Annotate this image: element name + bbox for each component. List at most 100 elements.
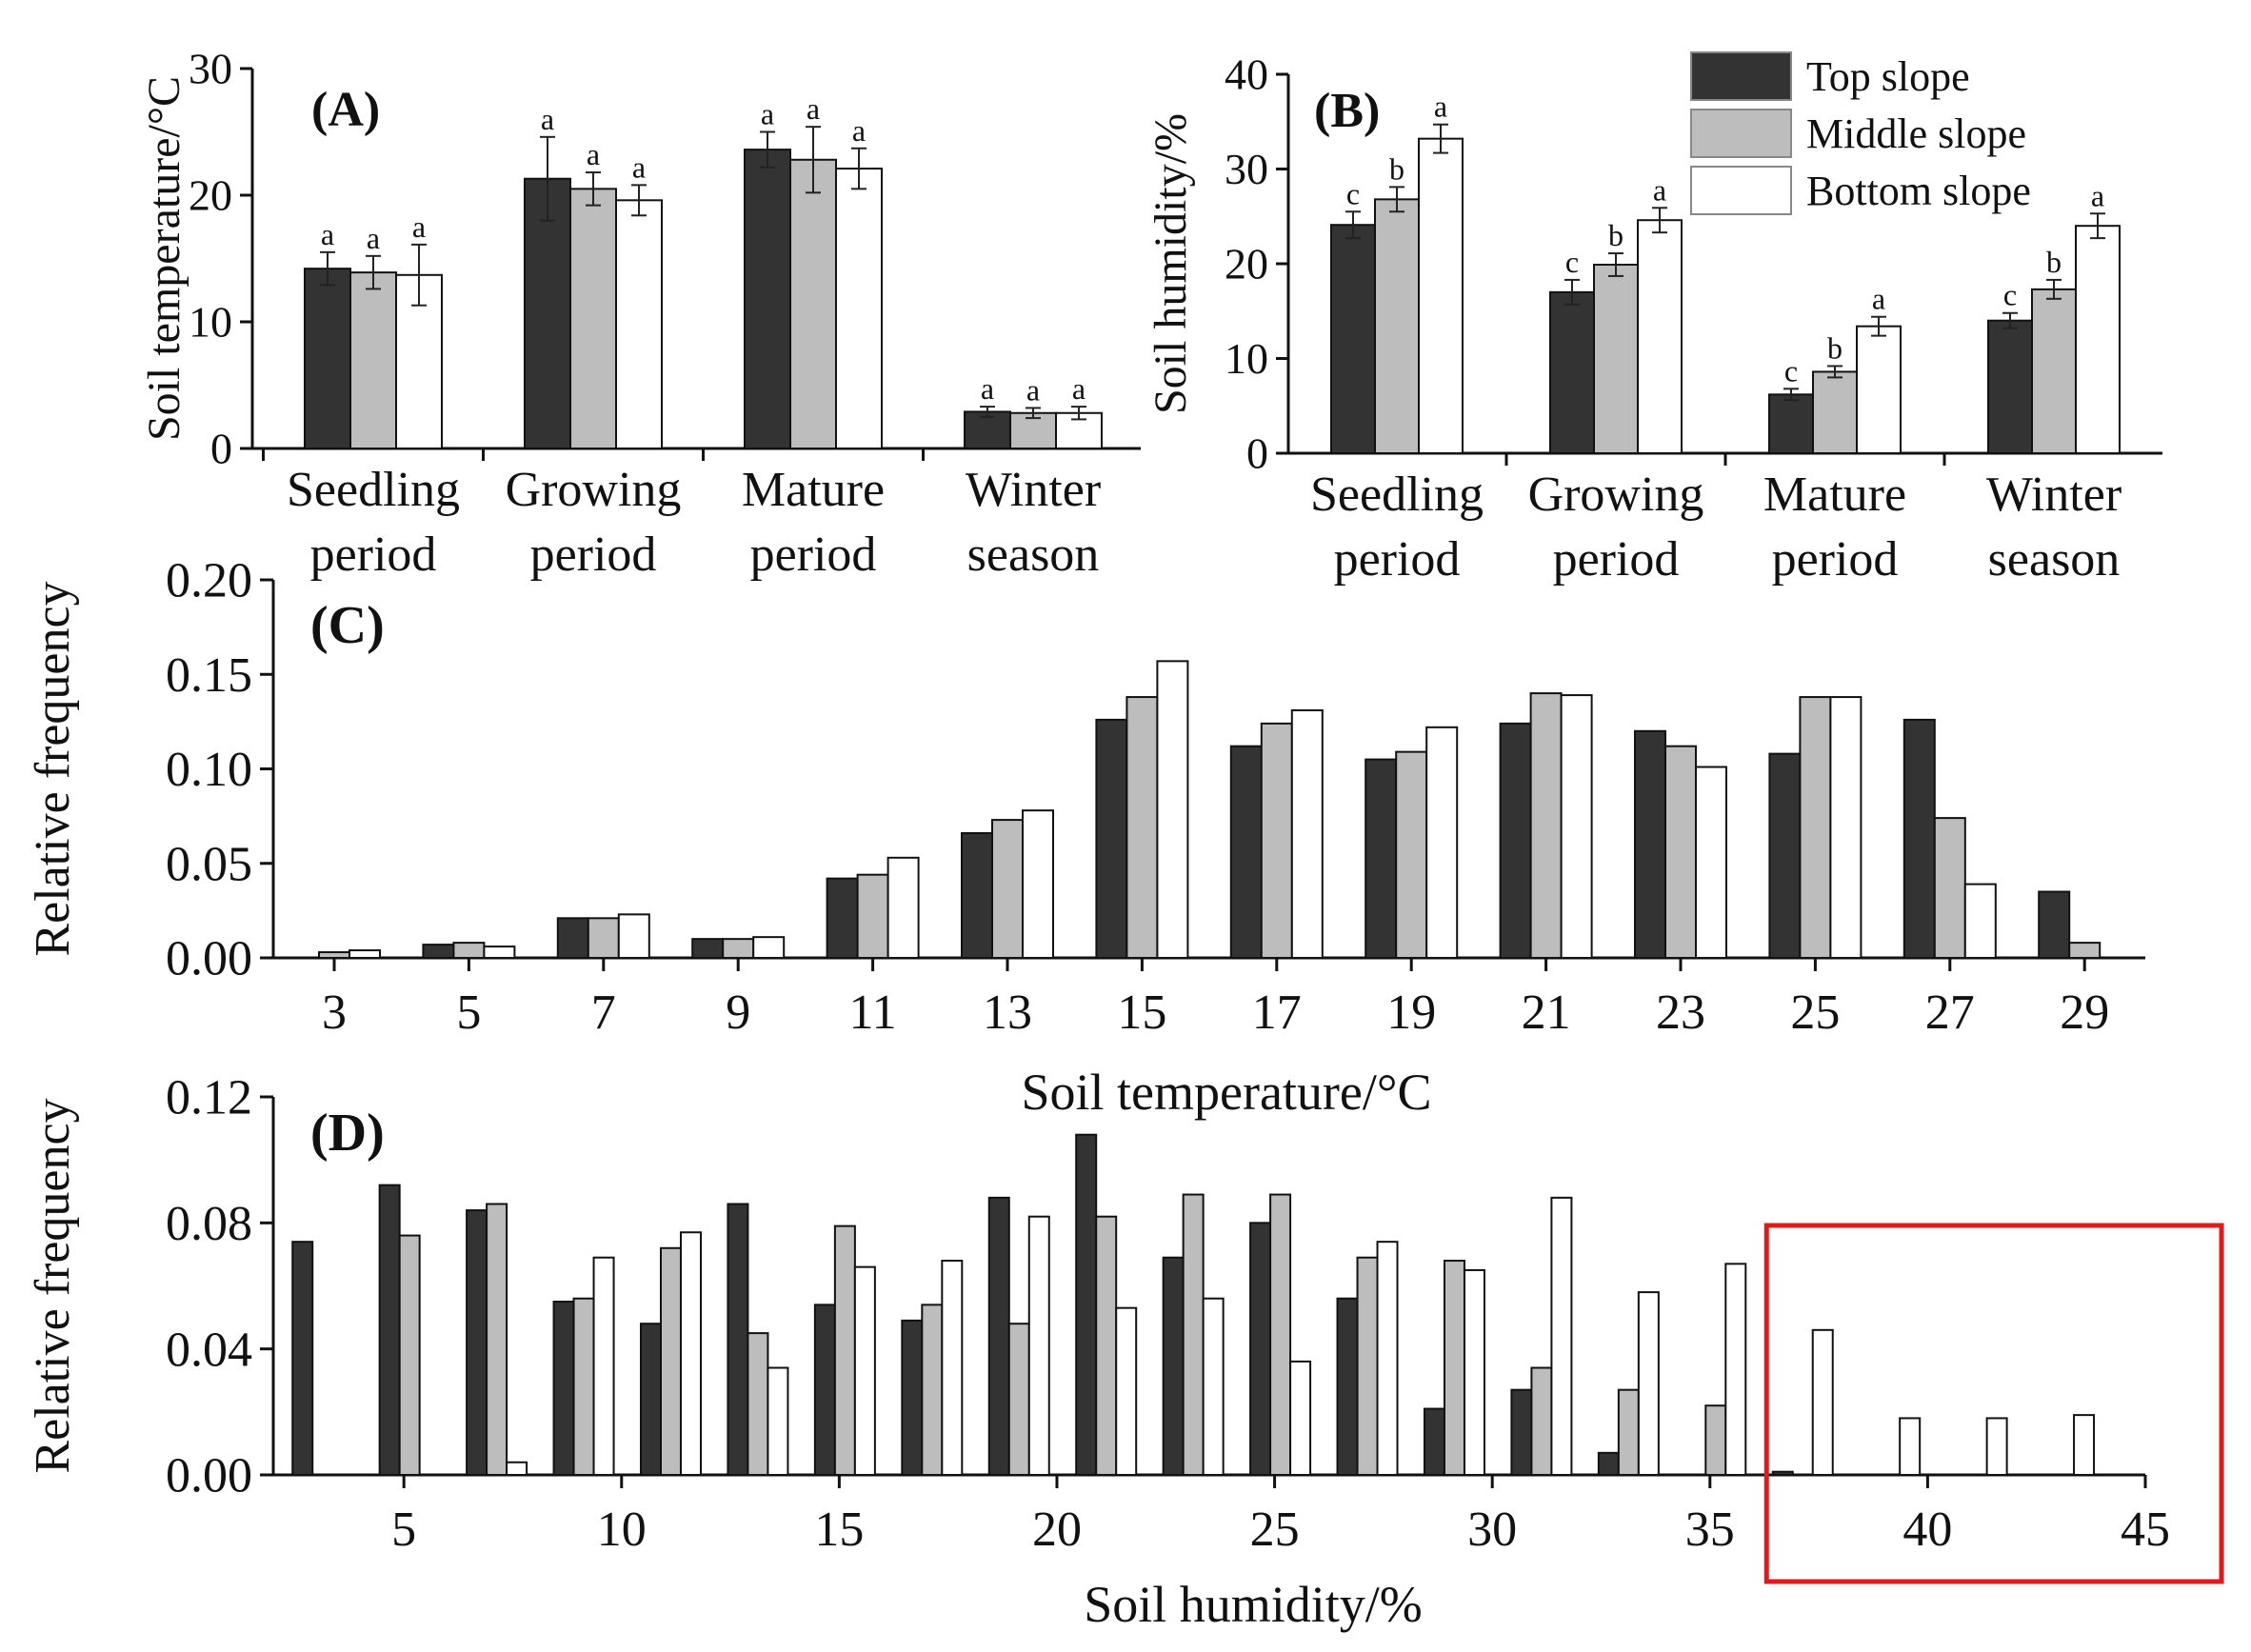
- D-ytick-label: 0.00: [166, 1449, 252, 1503]
- C-bar-middle-slope: [1529, 692, 1563, 959]
- C-bar-middle-slope: [1126, 696, 1159, 959]
- C-bar-top-slope: [1365, 758, 1398, 960]
- D-bar-bottom-slope: [1202, 1297, 1225, 1476]
- A-significance-letter: a: [321, 217, 334, 251]
- D-bar-middle-slope: [1530, 1366, 1553, 1477]
- A-category-label: Mature: [742, 463, 885, 517]
- D-bar-top-slope: [901, 1319, 924, 1477]
- A-significance-letter: a: [852, 113, 866, 148]
- D-bar-top-slope: [1423, 1407, 1445, 1477]
- B-category-label: period: [1553, 532, 1680, 587]
- D-bar-middle-slope: [398, 1234, 421, 1476]
- D-bar-top-slope: [291, 1241, 314, 1477]
- C-panel-label: (C): [310, 596, 385, 655]
- C-bar-middle-slope: [318, 951, 350, 959]
- A-category-label: Seedling: [287, 463, 460, 517]
- B-significance-letter: b: [1389, 151, 1404, 186]
- A-category-label: period: [530, 527, 657, 582]
- D-ytick-label: 0.12: [166, 1071, 252, 1125]
- D-x-tick-label: 5: [391, 1503, 416, 1557]
- C-bar-top-slope: [556, 917, 589, 960]
- B-significance-letter: c: [1346, 176, 1360, 210]
- A-significance-letter: a: [1072, 371, 1086, 406]
- C-bar-middle-slope: [991, 819, 1024, 959]
- D-bar-top-slope: [552, 1301, 575, 1476]
- B-significance-letter: b: [1827, 330, 1843, 365]
- D-bar-bottom-slope: [1027, 1215, 1050, 1476]
- A-bar-middle-slope: [569, 188, 617, 449]
- B-category-label: period: [1334, 532, 1461, 587]
- C-bar-top-slope: [2038, 890, 2071, 960]
- D-x-axis-title: Soil humidity/%: [1084, 1576, 1423, 1633]
- A-ytick-label: 20: [189, 171, 232, 220]
- D-x-tick-label: 25: [1250, 1503, 1300, 1557]
- B-significance-letter: a: [1434, 90, 1447, 124]
- B-significance-letter: c: [2003, 278, 2017, 312]
- B-bar-top-slope: [1330, 224, 1376, 454]
- highlight-box: [1763, 1223, 2224, 1584]
- B-bar-bottom-slope: [1856, 325, 1902, 455]
- A-ytick-label: 30: [189, 45, 232, 93]
- A-significance-letter: a: [761, 97, 774, 131]
- D-panel-label: (D): [310, 1104, 385, 1163]
- D-bar-top-slope: [1075, 1133, 1098, 1476]
- B-category-label: Seedling: [1310, 468, 1484, 522]
- D-bar-bottom-slope: [679, 1231, 702, 1476]
- C-bar-middle-slope: [2068, 942, 2102, 959]
- B-significance-letter: b: [1608, 218, 1624, 252]
- C-bar-top-slope: [1499, 722, 1532, 959]
- B-category-label: Winter: [1986, 468, 2122, 522]
- C-bar-middle-slope: [587, 917, 620, 960]
- C-bar-top-slope: [691, 938, 725, 960]
- C-bar-bottom-slope: [483, 945, 516, 960]
- A-category-label: Winter: [966, 463, 1101, 517]
- C-bar-bottom-slope: [617, 913, 650, 959]
- D-bar-top-slope: [1597, 1451, 1620, 1477]
- A-bar-bottom-slope: [615, 199, 663, 449]
- D-x-tick-label: 40: [1902, 1503, 1952, 1557]
- B-ytick-label: 40: [1225, 50, 1268, 99]
- D-bar-top-slope: [727, 1203, 749, 1476]
- A-bar-top-slope: [744, 149, 791, 449]
- C-ytick-label: 0.05: [166, 837, 252, 891]
- B-significance-letter: b: [2046, 245, 2062, 279]
- A-bar-bottom-slope: [835, 168, 883, 449]
- B-significance-letter: c: [1565, 245, 1579, 279]
- C-bar-bottom-slope: [1829, 696, 1863, 959]
- B-y-axis-title: Soil humidity/%: [1145, 113, 1196, 414]
- D-bar-top-slope: [1510, 1388, 1533, 1477]
- A-bar-middle-slope: [349, 271, 397, 449]
- D-bar-middle-slope: [1095, 1215, 1118, 1476]
- C-bar-bottom-slope: [1022, 809, 1054, 959]
- C-bar-bottom-slope: [1156, 660, 1189, 959]
- C-bar-top-slope: [1902, 718, 1936, 960]
- D-bar-middle-slope: [1443, 1260, 1465, 1476]
- A-significance-letter: a: [412, 209, 426, 244]
- D-ytick-label: 0.08: [166, 1197, 252, 1251]
- C-bar-bottom-slope: [1963, 883, 1997, 960]
- D-bar-bottom-slope: [1376, 1241, 1399, 1477]
- A-panel-label: (A): [311, 83, 380, 137]
- D-bar-middle-slope: [572, 1297, 595, 1476]
- D-bar-top-slope: [1249, 1222, 1272, 1477]
- C-ytick-label: 0.10: [166, 743, 252, 797]
- C-x-tick-label: 29: [2060, 985, 2109, 1040]
- B-ytick-label: 20: [1225, 240, 1268, 289]
- D-bar-middle-slope: [747, 1332, 769, 1476]
- B-ytick-label: 0: [1246, 429, 1268, 478]
- A-category-label: period: [310, 527, 437, 582]
- D-bar-middle-slope: [1007, 1323, 1030, 1476]
- D-x-tick-label: 20: [1032, 1503, 1082, 1557]
- D-bar-top-slope: [1771, 1470, 1794, 1476]
- D-bar-middle-slope: [921, 1304, 944, 1476]
- C-bar-top-slope: [961, 831, 993, 959]
- D-bar-bottom-slope: [853, 1265, 876, 1477]
- C-bar-middle-slope: [1799, 696, 1832, 959]
- C-x-tick-label: 27: [1925, 985, 1975, 1040]
- D-bar-top-slope: [813, 1304, 836, 1476]
- B-category-label: Mature: [1763, 468, 1906, 522]
- C-ytick-label: 0.20: [166, 554, 252, 608]
- B-bar-top-slope: [1549, 290, 1595, 454]
- B-significance-letter: a: [1653, 172, 1666, 207]
